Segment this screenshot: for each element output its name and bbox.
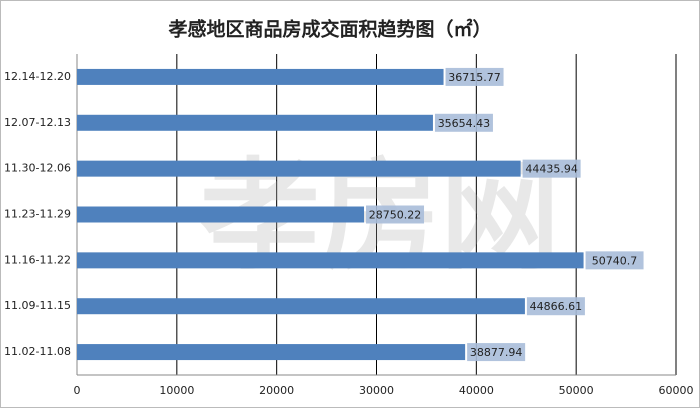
bar bbox=[77, 160, 521, 177]
value-label-box bbox=[445, 67, 504, 86]
y-tick-label: 11.23-11.29 bbox=[4, 208, 71, 221]
value-label: 35654.43 bbox=[438, 117, 491, 130]
x-tick-label: 20000 bbox=[259, 384, 294, 397]
y-tick-label: 11.09-11.15 bbox=[4, 299, 71, 312]
value-label-box bbox=[585, 251, 644, 270]
bar bbox=[77, 252, 584, 269]
bar bbox=[77, 68, 444, 85]
bar bbox=[77, 344, 466, 361]
x-tick-label: 30000 bbox=[359, 384, 394, 397]
value-label: 38877.94 bbox=[470, 346, 523, 359]
value-label: 28750.22 bbox=[369, 209, 422, 222]
x-tick-label: 10000 bbox=[159, 384, 194, 397]
chart-title: 孝感地区商品房成交面积趋势图（㎡） bbox=[168, 18, 491, 41]
y-tick-label: 11.30-12.06 bbox=[4, 162, 71, 175]
value-label: 36715.77 bbox=[448, 71, 501, 84]
x-tick-label: 50000 bbox=[559, 384, 594, 397]
value-label: 50740.7 bbox=[592, 254, 638, 267]
y-tick-label: 12.07-12.13 bbox=[4, 116, 71, 129]
bar bbox=[77, 114, 433, 131]
x-tick-label: 60000 bbox=[659, 384, 694, 397]
bar bbox=[77, 298, 525, 315]
y-tick-label: 11.16-11.22 bbox=[4, 253, 71, 266]
value-label-box bbox=[366, 205, 425, 224]
bar bbox=[77, 206, 365, 223]
value-label-box bbox=[522, 159, 581, 178]
x-tick-label: 40000 bbox=[459, 384, 494, 397]
value-label-box bbox=[526, 297, 585, 316]
x-tick-label: 0 bbox=[74, 384, 81, 397]
y-tick-label: 11.02-11.08 bbox=[4, 345, 71, 358]
value-label: 44435.94 bbox=[525, 163, 578, 176]
value-label: 44866.61 bbox=[530, 300, 583, 313]
value-label-box bbox=[467, 343, 526, 362]
y-tick-label: 12.14-12.20 bbox=[4, 70, 71, 83]
value-label-box bbox=[434, 113, 493, 132]
